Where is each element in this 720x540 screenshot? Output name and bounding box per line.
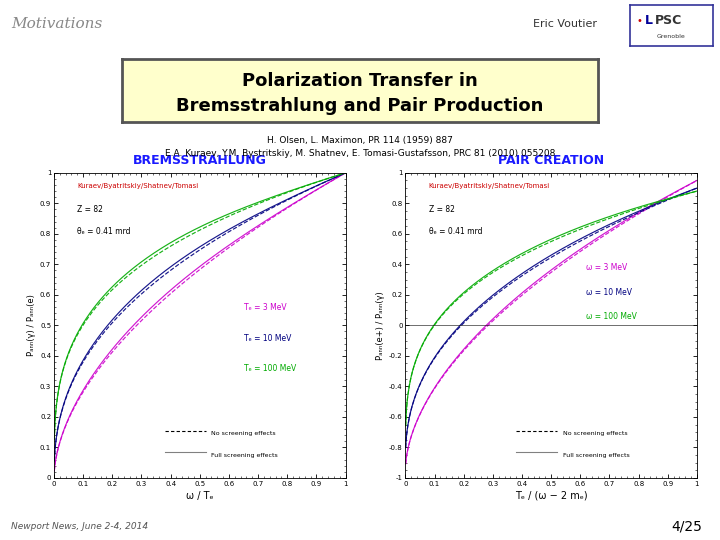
Text: Kuraev/Byatritskiy/Shatnev/Tomasi: Kuraev/Byatritskiy/Shatnev/Tomasi <box>428 184 550 190</box>
Text: PSC: PSC <box>655 14 682 28</box>
Text: θₑ = 0.41 mrd: θₑ = 0.41 mrd <box>77 227 131 236</box>
Text: θₑ = 0.41 mrd: θₑ = 0.41 mrd <box>428 227 482 236</box>
Text: Polarization Transfer in: Polarization Transfer in <box>242 72 478 90</box>
Text: L: L <box>645 14 653 28</box>
Text: Full screening effects: Full screening effects <box>563 453 629 457</box>
Text: Eric Voutier: Eric Voutier <box>533 19 597 29</box>
Text: Z = 82: Z = 82 <box>77 205 103 214</box>
Text: Z = 82: Z = 82 <box>428 205 454 214</box>
Title: BREMSSTRAHLUNG: BREMSSTRAHLUNG <box>133 154 266 167</box>
Text: ω = 100 MeV: ω = 100 MeV <box>586 312 637 321</box>
Text: •: • <box>636 16 642 26</box>
Y-axis label: Pₐₙₙ(e+) / Pₐₙₙ(γ): Pₐₙₙ(e+) / Pₐₙₙ(γ) <box>376 291 384 360</box>
Text: Grenoble: Grenoble <box>657 35 685 39</box>
Text: H. Olsen, L. Maximon, PR 114 (1959) 887: H. Olsen, L. Maximon, PR 114 (1959) 887 <box>267 136 453 145</box>
Text: Newport News, June 2-4, 2014: Newport News, June 2-4, 2014 <box>11 522 148 531</box>
Text: Kuraev/Byatritskiy/Shatnev/Tomasi: Kuraev/Byatritskiy/Shatnev/Tomasi <box>77 184 199 190</box>
Text: Tₑ = 3 MeV: Tₑ = 3 MeV <box>243 303 286 312</box>
Title: PAIR CREATION: PAIR CREATION <box>498 154 604 167</box>
Text: Motivations: Motivations <box>11 17 102 31</box>
X-axis label: Tₑ / (ω − 2 mₑ): Tₑ / (ω − 2 mₑ) <box>515 491 588 501</box>
Text: ω = 3 MeV: ω = 3 MeV <box>586 264 627 273</box>
Text: No screening effects: No screening effects <box>563 431 627 436</box>
Text: E.A. Kuraev, Y.M. Bystritskiy, M. Shatnev, E. Tomasi-Gustafsson, PRC 81 (2010) 0: E.A. Kuraev, Y.M. Bystritskiy, M. Shatne… <box>165 150 555 158</box>
Text: Tₑ = 100 MeV: Tₑ = 100 MeV <box>243 364 296 373</box>
Y-axis label: Pₐₙₙ(γ) / Pₐₙₙ(e): Pₐₙₙ(γ) / Pₐₙₙ(e) <box>27 294 36 356</box>
Text: 4/25: 4/25 <box>671 519 702 534</box>
Text: No screening effects: No screening effects <box>212 431 276 436</box>
X-axis label: ω / Tₑ: ω / Tₑ <box>186 491 214 501</box>
Text: ω = 10 MeV: ω = 10 MeV <box>586 288 632 297</box>
Text: Bremsstrahlung and Pair Production: Bremsstrahlung and Pair Production <box>176 97 544 115</box>
Text: Tₑ = 10 MeV: Tₑ = 10 MeV <box>243 334 291 342</box>
Text: Full screening effects: Full screening effects <box>212 453 278 457</box>
